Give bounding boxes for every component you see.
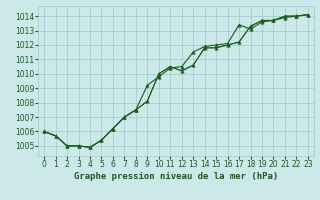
X-axis label: Graphe pression niveau de la mer (hPa): Graphe pression niveau de la mer (hPa) xyxy=(74,172,278,181)
